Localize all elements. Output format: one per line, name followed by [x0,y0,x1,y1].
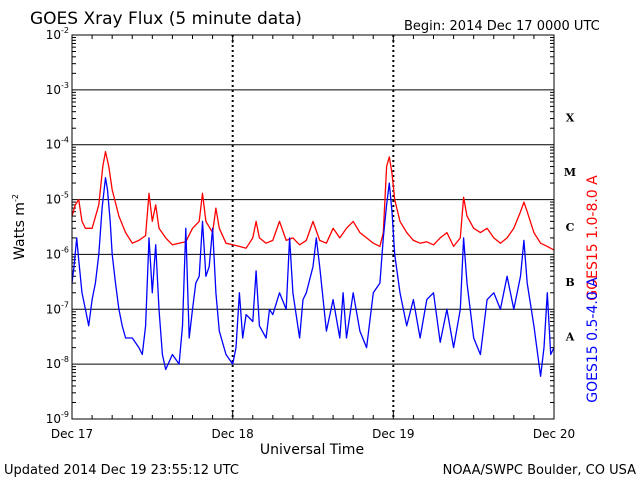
x-tick-label: Dec 20 [533,427,575,441]
y-tick-exponent: -5 [61,191,69,200]
grid-layer [71,35,555,419]
plot-frame [71,34,555,420]
y-tick-base: 10 [46,193,61,207]
begin-time: Begin: 2014 Dec 17 0000 UTC [404,19,600,34]
y-tick-base: 10 [46,412,61,426]
y-axis-label: Watts m-2 [11,194,28,260]
svg-text:Watts m-2: Watts m-2 [11,194,28,260]
credit-text: NOAA/SWPC Boulder, CO USA [443,463,636,478]
y-tick-base: 10 [46,357,61,371]
flare-class-x: X [566,111,575,124]
y-tick-base: 10 [46,28,61,42]
x-tick-label: Dec 17 [51,427,93,441]
y-tick-label: 10-4 [46,136,69,152]
flare-class-a: A [565,331,575,344]
legend-long-channel: GOES15 1.0-8.0 A [585,175,601,301]
flare-class-labels: A B C M X [564,111,576,343]
y-tick-base: 10 [46,83,61,97]
y-tick-base: 10 [46,302,61,316]
flare-class-c: C [566,221,575,234]
y-tick-label: 10-7 [46,300,69,316]
y-tick-label: 10-5 [46,191,69,207]
x-tick-labels: Dec 17 Dec 18 Dec 19 Dec 20 [51,427,575,441]
series-layer [71,150,555,377]
x-tick-label: Dec 18 [212,427,254,441]
y-tick-exponent: -9 [61,410,69,419]
y-tick-exponent: -7 [61,300,69,309]
series-line-long [71,150,555,251]
legend-short-channel: GOES15 0.5-4.0 A [585,277,601,403]
y-tick-exponent: -2 [61,26,69,35]
y-tick-label: 10-8 [46,355,69,371]
chart-title: GOES Xray Flux (5 minute data) [30,9,302,29]
y-tick-labels: 10-910-810-710-610-510-410-310-2 [46,26,69,426]
y-tick-base: 10 [46,247,61,261]
y-tick-exponent: -8 [61,355,69,364]
y-axis-label-sup: -2 [11,194,20,202]
y-tick-base: 10 [46,138,61,152]
y-tick-exponent: -3 [61,81,69,90]
series-line-short [71,177,555,377]
x-tick-label: Dec 19 [372,427,414,441]
flare-class-m: M [564,166,576,179]
y-tick-label: 10-2 [46,26,69,42]
x-axis-label: Universal Time [260,442,364,458]
y-axis-label-text: Watts m [12,202,28,260]
flare-class-b: B [565,276,574,289]
y-tick-exponent: -4 [61,136,69,145]
y-tick-label: 10-6 [46,245,69,261]
updated-timestamp: Updated 2014 Dec 19 23:55:12 UTC [4,463,239,478]
y-tick-label: 10-9 [46,410,69,426]
y-tick-exponent: -6 [61,245,69,254]
y-tick-label: 10-3 [46,81,69,97]
